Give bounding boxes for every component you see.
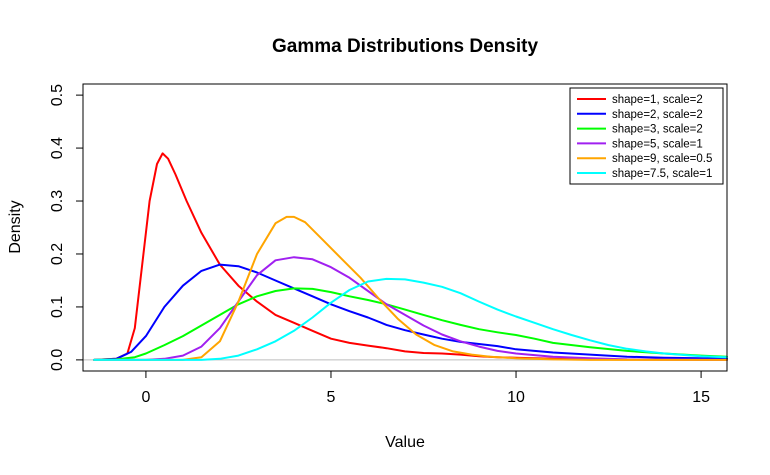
x-tick-label: 15	[692, 389, 710, 406]
y-tick-label: 0.4	[49, 137, 66, 159]
legend-label-3: shape=3, scale=2	[612, 124, 703, 136]
legend-label-1: shape=1, scale=2	[612, 94, 703, 106]
y-tick-label: 0.0	[49, 349, 66, 371]
chart-title: Gamma Distributions Density	[272, 36, 538, 57]
series-line-2	[93, 263, 728, 361]
x-tick-label: 0	[141, 389, 150, 406]
y-tick-label: 0.1	[49, 296, 66, 318]
legend-label-4: shape=5, scale=1	[612, 138, 703, 150]
x-axis-label: Value	[385, 434, 425, 451]
legend-label-2: shape=2, scale=2	[612, 109, 703, 121]
x-tick-label: 5	[327, 389, 336, 406]
legend-label-5: shape=9, scale=0.5	[612, 153, 712, 165]
y-tick-label: 0.2	[49, 243, 66, 265]
series-line-4	[93, 256, 728, 361]
legend: shape=1, scale=2 shape=2, scale=2 shape=3,…	[569, 87, 724, 185]
legend-box	[569, 87, 724, 185]
plot-frame	[82, 83, 728, 372]
series-line-5	[93, 215, 728, 361]
legend-items: shape=1, scale=2 shape=2, scale=2 shape=3,…	[577, 94, 712, 180]
series-line-6	[93, 277, 728, 361]
y-tick-label: 0.5	[49, 84, 66, 106]
y-axis-ticks: 0.0 0.1 0.2 0.3 0.4 0.5	[49, 84, 83, 371]
y-axis-label: Density	[7, 200, 24, 253]
series-layer	[93, 152, 728, 361]
x-axis-ticks: 0 5 10 15	[141, 371, 710, 406]
y-tick-label: 0.3	[49, 190, 66, 212]
series-line-3	[93, 287, 728, 361]
x-tick-label: 10	[507, 389, 525, 406]
legend-label-6: shape=7.5, scale=1	[612, 168, 712, 180]
